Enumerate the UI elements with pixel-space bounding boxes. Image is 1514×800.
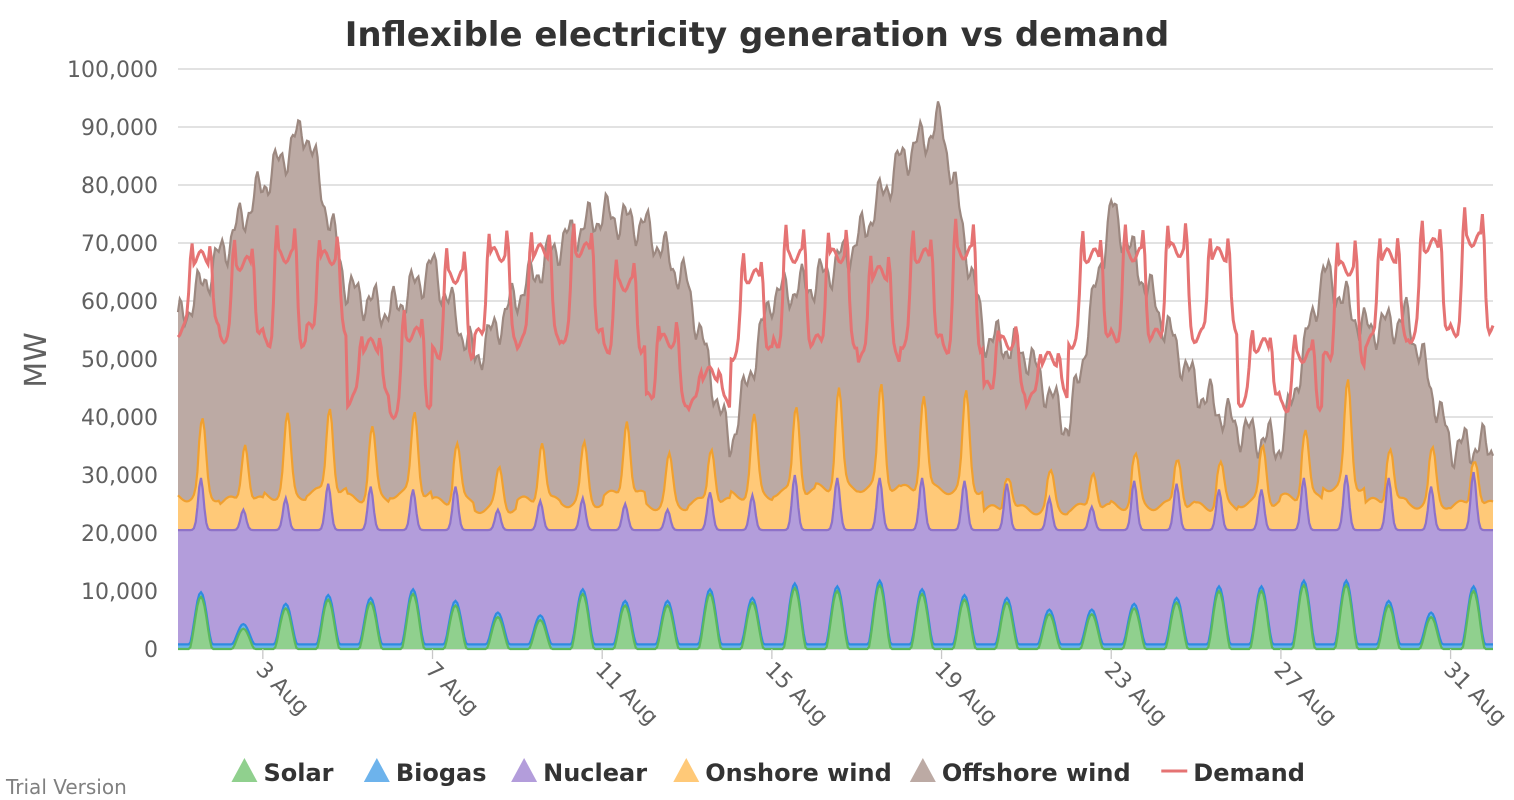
legend-label: Biogas <box>396 759 487 787</box>
y-tick-label: 50,000 <box>81 348 158 373</box>
legend-label: Onshore wind <box>705 759 891 787</box>
trial-version-watermark: Trial Version <box>5 775 127 799</box>
series-edge-onshore-wind <box>177 379 1494 516</box>
series-edge-offshore-wind <box>176 101 1495 470</box>
y-tick-label: 40,000 <box>81 406 158 431</box>
x-tick-label: 27 Aug <box>1269 658 1342 731</box>
legend-item-biogas[interactable]: Biogas <box>363 758 487 787</box>
series-area-offshore-wind <box>178 101 1493 515</box>
y-tick-label: 80,000 <box>81 174 158 199</box>
series-edge-solar <box>178 583 1493 651</box>
y-axis: 0 10,000 20,000 30,000 40,000 50,000 60,000 70,… <box>67 58 158 663</box>
legend-label: Nuclear <box>543 759 647 787</box>
y-axis-title: MW <box>19 332 54 388</box>
legend-label: Demand <box>1193 759 1305 787</box>
series-edge-biogas <box>178 578 1493 646</box>
y-tick-label: 90,000 <box>81 116 158 141</box>
legend-label: Solar <box>263 759 333 787</box>
legend-label: Offshore wind <box>942 759 1131 787</box>
x-tick-label: 31 Aug <box>1438 658 1511 731</box>
x-tick-label: 15 Aug <box>760 658 833 731</box>
legend-item-nuclear[interactable]: Nuclear <box>511 758 647 787</box>
plot-area <box>176 101 1495 651</box>
y-tick-label: 60,000 <box>81 290 158 315</box>
x-axis: 3 Aug 7 Aug 11 Aug 15 Aug 19 Aug 23 Aug 27 Aug… <box>251 649 1511 731</box>
legend-item-offshore-wind[interactable]: Offshore wind <box>909 758 1131 787</box>
y-tick-label: 20,000 <box>81 522 158 547</box>
y-tick-label: 0 <box>144 638 158 663</box>
legend-item-solar[interactable]: Solar <box>231 758 334 787</box>
series-area-solar <box>178 585 1493 649</box>
legend-triangle-icon <box>673 758 700 782</box>
legend-triangle-icon <box>909 758 936 782</box>
legend-triangle-icon <box>363 758 390 782</box>
x-tick-label: 23 Aug <box>1099 658 1172 731</box>
series-edge-nuclear <box>178 471 1493 532</box>
series-area-onshore-wind <box>178 379 1493 531</box>
x-tick-label: 11 Aug <box>590 658 663 731</box>
legend-triangle-icon <box>511 758 538 782</box>
y-tick-label: 70,000 <box>81 232 158 257</box>
legend: Solar Biogas Nuclear Onshore wind Offshore w… <box>231 758 1305 787</box>
x-tick-label: 7 Aug <box>420 658 483 721</box>
legend-item-onshore-wind[interactable]: Onshore wind <box>673 758 892 787</box>
series-area-nuclear <box>178 472 1493 645</box>
y-tick-label: 30,000 <box>81 464 158 489</box>
legend-triangle-icon <box>231 758 258 782</box>
y-tick-label: 100,000 <box>67 58 158 83</box>
legend-item-demand[interactable]: Demand <box>1161 759 1305 787</box>
x-tick-label: 3 Aug <box>251 658 314 721</box>
chart-title: Inflexible electricity generation vs dem… <box>345 15 1169 55</box>
series-line-demand <box>176 207 1495 421</box>
x-tick-label: 19 Aug <box>929 658 1002 731</box>
y-tick-label: 10,000 <box>81 580 158 605</box>
